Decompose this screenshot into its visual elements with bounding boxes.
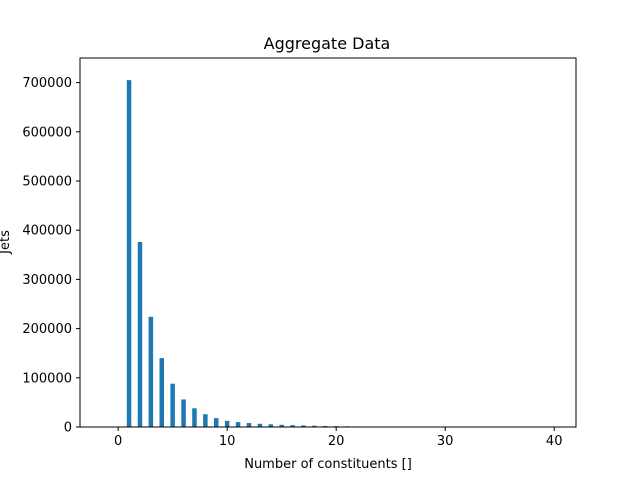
- bar-17: [301, 425, 306, 427]
- bar-15: [279, 424, 284, 427]
- bar-19: [323, 425, 328, 427]
- x-tick-label: 20: [328, 434, 345, 449]
- bar-12: [246, 423, 252, 427]
- y-tick-label: 700000: [22, 76, 72, 91]
- bar-10: [224, 420, 230, 427]
- y-tick-label: 600000: [22, 125, 72, 140]
- bar-8: [203, 414, 208, 427]
- bar-3: [148, 316, 154, 427]
- x-tick-label: 0: [114, 434, 122, 449]
- y-tick-label: 100000: [22, 371, 72, 386]
- y-axis-label: Jets: [0, 230, 13, 255]
- bar-1: [126, 80, 132, 427]
- bar-16: [290, 425, 295, 427]
- y-axis-ticks: 0 100000 200000 300000 400000 500000 600000 700…: [22, 76, 80, 436]
- bar-6: [181, 399, 186, 427]
- bar-5: [170, 383, 175, 427]
- bar-4: [159, 358, 165, 427]
- x-axis-ticks: 0 10 20 30 40: [114, 427, 562, 449]
- x-axis-label: Number of constituents []: [244, 457, 412, 472]
- chart-title: Aggregate Data: [264, 34, 391, 53]
- bar-11: [235, 422, 241, 427]
- y-tick-label: 500000: [22, 175, 72, 190]
- x-tick-label: 30: [437, 434, 454, 449]
- plot-area-frame: [79, 57, 577, 428]
- bar-2: [137, 242, 143, 427]
- bar-18: [312, 425, 317, 427]
- y-tick-label: 300000: [22, 273, 72, 288]
- y-tick-label: 200000: [22, 322, 72, 337]
- bars: [126, 80, 404, 427]
- bar-9: [214, 418, 219, 427]
- x-tick-label: 40: [546, 434, 563, 449]
- bar-14: [268, 424, 274, 427]
- y-tick-label: 0: [64, 421, 72, 436]
- bar-7: [192, 408, 197, 427]
- x-tick-label: 10: [219, 434, 236, 449]
- bar-13: [257, 423, 263, 427]
- y-tick-label: 400000: [22, 224, 72, 239]
